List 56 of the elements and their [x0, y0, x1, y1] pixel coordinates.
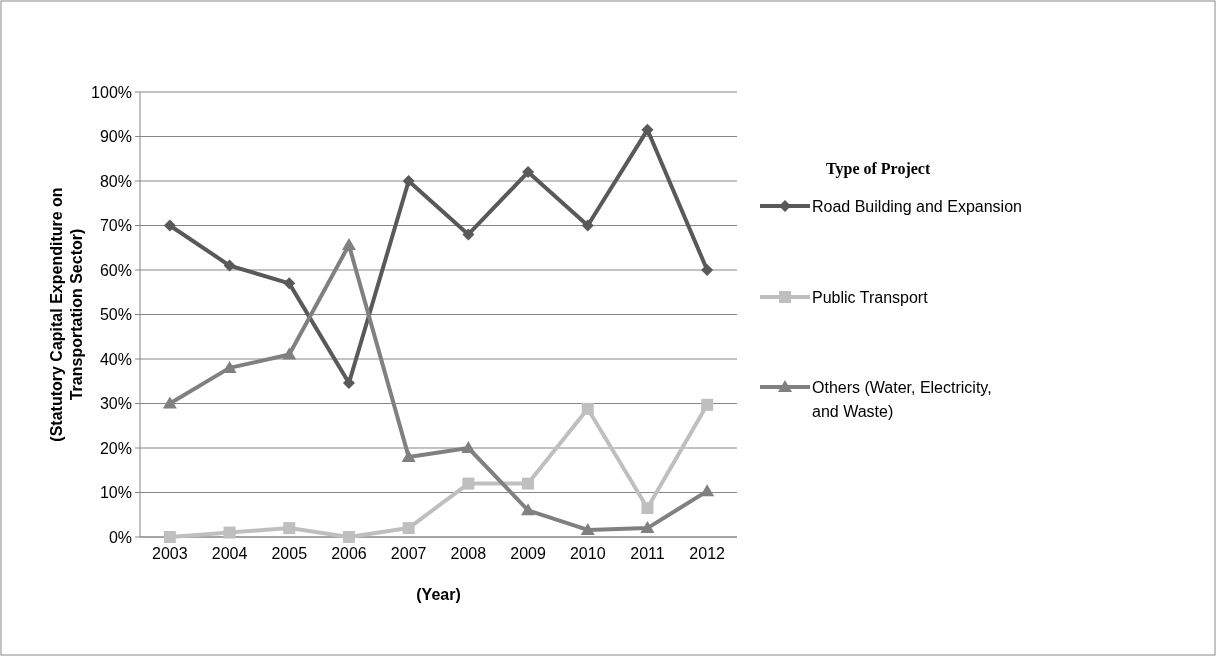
point — [342, 377, 355, 390]
point — [283, 522, 296, 535]
point — [581, 219, 594, 232]
point — [641, 502, 654, 515]
x-axis-title: (Year) — [416, 586, 461, 603]
x-tick-label: 2006 — [331, 545, 367, 562]
point — [522, 477, 535, 490]
point — [640, 521, 655, 534]
point — [701, 264, 714, 276]
x-tick-label: 2012 — [689, 545, 726, 562]
point — [401, 449, 416, 462]
x-tick-label: 2010 — [569, 545, 606, 562]
x-tick-label: 2003 — [152, 545, 188, 562]
point — [163, 531, 176, 543]
point — [342, 531, 355, 543]
point — [580, 522, 595, 535]
x-tick-label: 2004 — [211, 545, 248, 562]
x-tick-label: 2009 — [510, 545, 546, 562]
y-tick-label: 80% — [99, 172, 132, 190]
x-tick-label: 2008 — [450, 545, 487, 562]
legend-label: Others (Water, Electricity, and Waste) — [812, 378, 992, 420]
point — [462, 477, 475, 490]
y-tick-label: 10% — [99, 484, 132, 502]
x-tick-label: 2011 — [630, 545, 665, 562]
point — [402, 175, 415, 187]
point — [223, 526, 236, 539]
x-tick-label: 2007 — [390, 545, 427, 562]
legend-label: Road Building and Expansion — [812, 197, 1022, 215]
y-tick-label: 60% — [99, 261, 132, 279]
y-axis-title: (Statutory Capital Expenditure on Transportation Sector) — [48, 187, 85, 442]
y-tick-label: 50% — [99, 306, 132, 324]
point — [163, 219, 176, 232]
y-tick-label: 20% — [99, 439, 132, 457]
point — [402, 522, 415, 535]
y-tick-label: 100% — [91, 83, 132, 101]
point — [282, 347, 297, 360]
x-tick-label: 2005 — [271, 545, 308, 562]
legend-title: Type of Project — [826, 160, 931, 178]
point — [223, 259, 236, 272]
y-tick-label: 0% — [108, 528, 132, 546]
point — [581, 402, 594, 415]
point — [461, 441, 476, 453]
point — [641, 123, 654, 136]
point — [700, 484, 715, 497]
point — [283, 277, 296, 290]
point — [701, 398, 714, 411]
point — [162, 396, 177, 409]
point — [522, 166, 535, 179]
point — [341, 238, 356, 251]
point — [521, 503, 536, 516]
y-tick-label: 90% — [99, 128, 132, 146]
y-tick-label: 70% — [99, 217, 132, 235]
legend-label: Public Transport — [812, 288, 929, 306]
y-tick-label: 30% — [99, 395, 132, 413]
y-tick-label: 40% — [99, 350, 132, 368]
point — [462, 228, 475, 241]
